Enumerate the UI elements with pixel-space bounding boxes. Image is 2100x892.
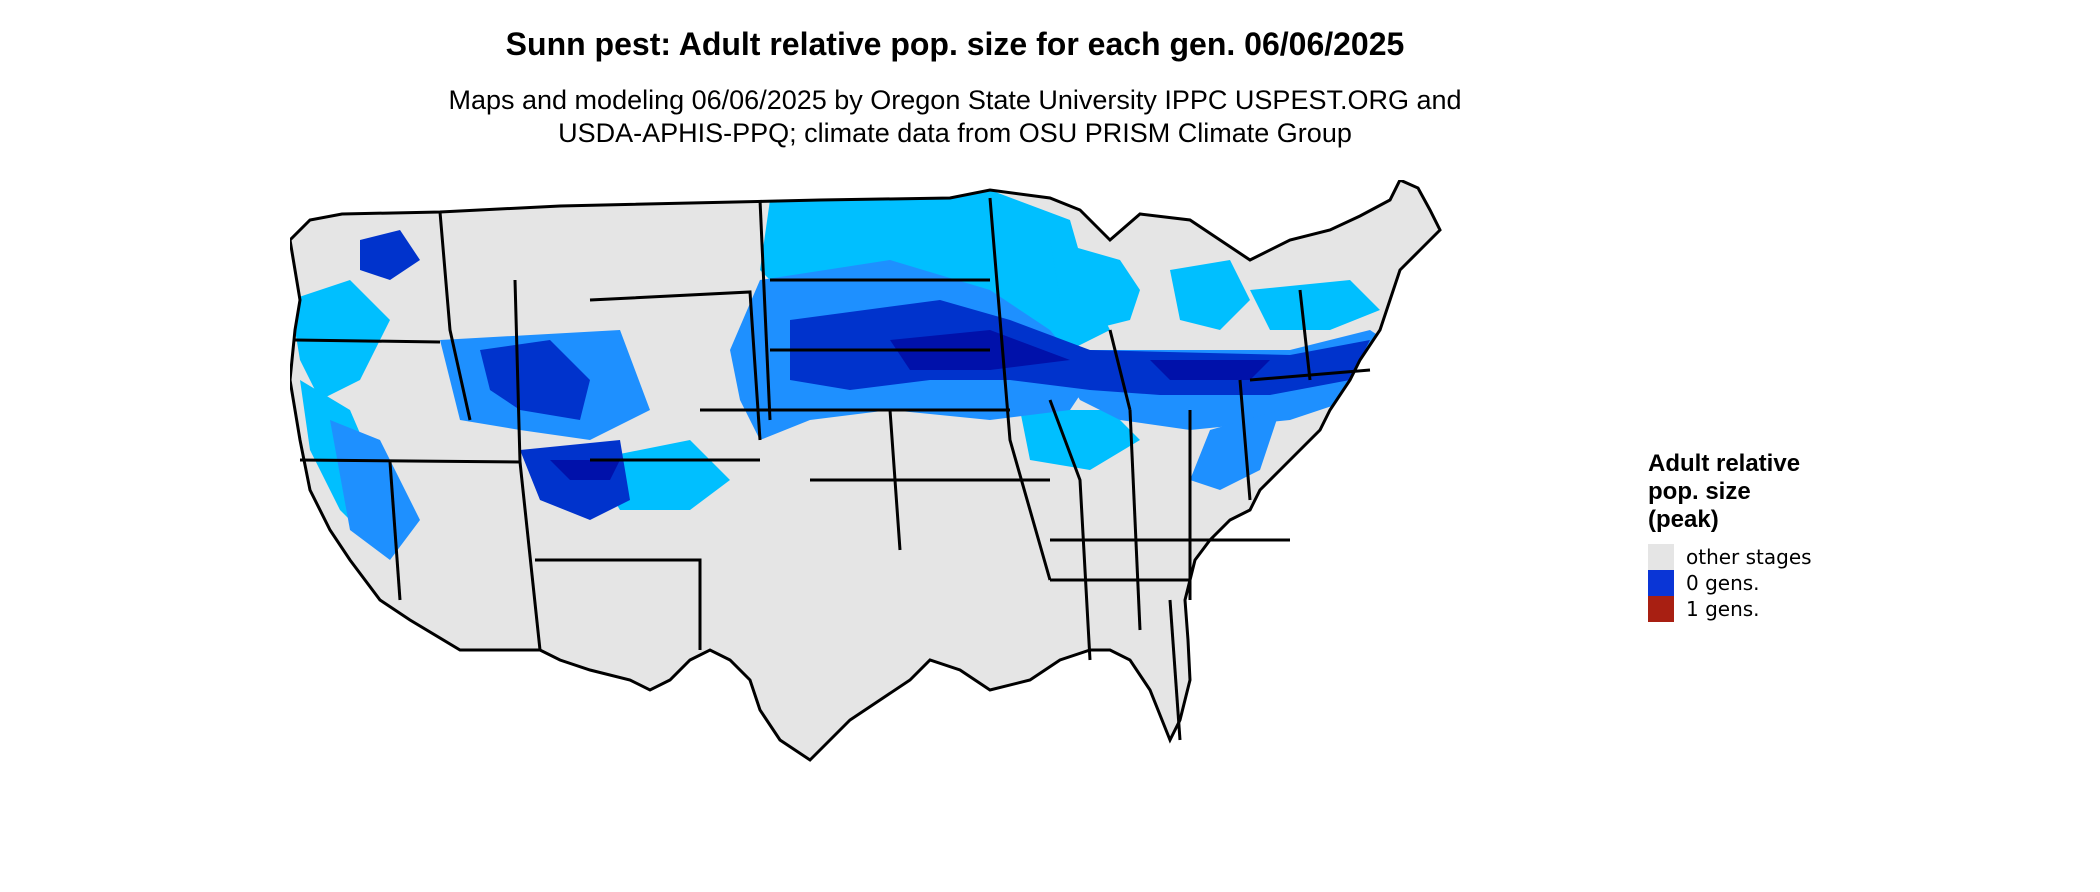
region-ohio-deep [1150, 360, 1270, 380]
legend-label: other stages [1686, 545, 1812, 569]
border-oh-pa [1238, 379, 1252, 501]
border-mt-nd [758, 199, 772, 421]
region-michigan-light [1170, 260, 1250, 330]
legend-title: Adult relative pop. size (peak) [1648, 450, 1908, 534]
subtitle-line-2: USDA-APHIS-PPQ; climate data from OSU PR… [558, 118, 1352, 148]
border-nv-az [518, 461, 542, 651]
legend-label: 1 gens. [1686, 597, 1760, 621]
region-utah-dark [480, 340, 590, 420]
legend-swatch-1-gens [1648, 596, 1674, 622]
border-al-ga [1168, 599, 1182, 741]
border-az-nm [535, 558, 702, 650]
border-id-west [438, 211, 472, 421]
region-appalachia-mid [1190, 410, 1280, 490]
region-wisconsin-light [1050, 240, 1140, 330]
border-ny-vt [1298, 289, 1312, 381]
legend-swatch-0-gens [1648, 570, 1674, 596]
legend-label: 0 gens. [1686, 571, 1760, 595]
map-title: Sunn pest: Adult relative pop. size for … [505, 26, 1405, 62]
border-mo-ar [1048, 399, 1092, 661]
region-newyork-light [1250, 280, 1380, 330]
legend-title-line-1: Adult relative [1648, 450, 1801, 477]
border-mn-ia-mo [988, 197, 1052, 581]
subtitle-line-1: Maps and modeling 06/06/2025 by Oregon S… [448, 85, 1462, 115]
region-missouri-light [1020, 410, 1140, 470]
border-wy [589, 290, 762, 441]
border-ca-nv [388, 461, 402, 601]
border-wa-or [294, 338, 441, 344]
us-map [290, 180, 1620, 890]
border-il-in [1128, 409, 1142, 631]
legend-item-other-stages: other stages [1648, 544, 1908, 570]
legend: Adult relative pop. size (peak) other st… [1648, 450, 1908, 622]
legend-title-line-3: (peak) [1648, 506, 1719, 533]
region-sierra-mid [330, 420, 420, 560]
legend-swatch-other-stages [1648, 544, 1674, 570]
region-colorado-deep [550, 460, 620, 480]
legend-item-0-gens: 0 gens. [1648, 570, 1908, 596]
legend-item-1-gens: 1 gens. [1648, 596, 1908, 622]
legend-title-line-2: pop. size [1648, 478, 1751, 505]
region-washington-dark [360, 230, 420, 280]
us-map-svg [290, 180, 1442, 762]
map-subtitle: Maps and modeling 06/06/2025 by Oregon S… [0, 84, 1910, 150]
state-borders [290, 180, 1442, 762]
border-wi-il [1108, 329, 1132, 411]
